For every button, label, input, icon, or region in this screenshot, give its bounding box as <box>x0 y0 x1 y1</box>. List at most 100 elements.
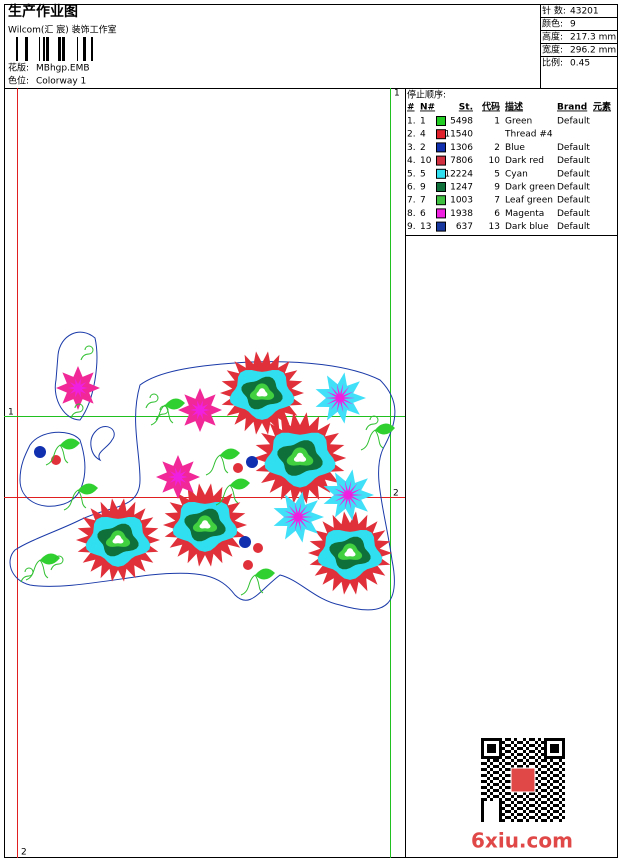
qr-cell <box>538 756 541 759</box>
qr-cell <box>547 804 550 807</box>
qr-cell <box>553 750 556 753</box>
qr-cell <box>538 768 541 771</box>
qr-cell <box>526 765 529 768</box>
qr-cell <box>520 765 523 768</box>
qr-cell <box>523 756 526 759</box>
qr-cell <box>508 774 511 777</box>
qr-cell <box>559 765 562 768</box>
qr-cell <box>481 813 484 816</box>
qr-cell <box>511 741 514 744</box>
qr-cell <box>493 744 496 747</box>
qr-cell <box>505 798 508 801</box>
qr-cell <box>508 750 511 753</box>
qr-cell <box>532 750 535 753</box>
info-label: 比例: <box>542 57 563 69</box>
qr-cell <box>493 759 496 762</box>
qr-cell <box>544 777 547 780</box>
qr-cell <box>502 741 505 744</box>
row-needle: 7 <box>420 196 426 206</box>
info-value: 217.3 mm <box>570 33 616 43</box>
qr-cell <box>523 792 526 795</box>
petal-center <box>293 452 307 462</box>
berry <box>34 446 46 458</box>
qr-cell <box>520 813 523 816</box>
bar <box>25 37 28 61</box>
qr-cell <box>505 786 508 789</box>
qr-cell <box>484 792 487 795</box>
qr-cell <box>499 741 502 744</box>
qr-cell <box>502 747 505 750</box>
qr-cell <box>541 777 544 780</box>
color-swatch <box>436 142 446 153</box>
qr-cell <box>559 819 562 822</box>
qr-cell <box>496 777 499 780</box>
qr-cell <box>520 741 523 744</box>
qr-cell <box>505 768 508 771</box>
qr-cell <box>532 738 535 741</box>
qr-cell <box>481 798 484 801</box>
design: MBhgp.EMB <box>36 64 90 74</box>
qr-cell <box>514 804 517 807</box>
qr-cell <box>499 774 502 777</box>
qr-cell <box>529 816 532 819</box>
qr-cell <box>532 762 535 765</box>
barcode <box>16 37 93 61</box>
qr-cell <box>538 792 541 795</box>
qr-cell <box>508 792 511 795</box>
qr-cell <box>523 750 526 753</box>
row-stitches: 7806 <box>450 156 473 166</box>
qr-cell <box>484 756 487 759</box>
vine <box>205 454 229 476</box>
qr-cell <box>544 807 547 810</box>
qr-cell <box>538 780 541 783</box>
qr-cell <box>544 783 547 786</box>
qr-cell <box>556 816 559 819</box>
qr-cell <box>544 741 547 744</box>
petal-center <box>256 388 268 397</box>
info-label: 颜色: <box>542 18 563 30</box>
guide-label: 1 <box>394 89 400 99</box>
row-stitches: 12224 <box>444 169 473 179</box>
curl <box>145 393 159 409</box>
info-label: 高度: <box>542 31 563 43</box>
qr-cell <box>526 819 529 822</box>
petal-center <box>112 535 124 544</box>
qr-cell <box>535 741 538 744</box>
qr-cell <box>520 747 523 750</box>
qr-cell <box>508 810 511 813</box>
leaf <box>375 423 395 435</box>
qr-cell <box>481 801 484 804</box>
row-index: 5. <box>407 169 416 179</box>
qr-cell <box>541 807 544 810</box>
qr-cell <box>493 738 496 741</box>
qr-cell <box>511 813 514 816</box>
row-index: 9. <box>407 222 416 232</box>
qr-cell <box>499 750 502 753</box>
berry <box>239 536 251 548</box>
qr-cell <box>532 804 535 807</box>
row-brand: Default <box>557 117 590 127</box>
qr-cell <box>511 795 514 798</box>
qr-cell <box>481 786 484 789</box>
qr-cell <box>559 795 562 798</box>
row-desc: Dark red <box>505 156 544 166</box>
table-title: 停止顺序: <box>407 89 446 101</box>
row-brand: Default <box>557 143 590 153</box>
qr-cell <box>490 768 493 771</box>
qr-cell <box>541 741 544 744</box>
row-desc: Magenta <box>505 209 544 219</box>
color-swatch <box>436 116 446 126</box>
row-desc: Green <box>505 117 532 127</box>
qr-cell <box>559 813 562 816</box>
qr-cell <box>505 780 508 783</box>
qr-cell <box>529 756 532 759</box>
qr-cell <box>517 795 520 798</box>
qr-cell <box>556 804 559 807</box>
qr-cell <box>553 804 556 807</box>
qr-cell <box>541 765 544 768</box>
qr-cell <box>481 819 484 822</box>
qr-cell <box>553 810 556 813</box>
berry <box>246 456 258 468</box>
curl <box>20 567 34 583</box>
qr-cell <box>481 762 484 765</box>
